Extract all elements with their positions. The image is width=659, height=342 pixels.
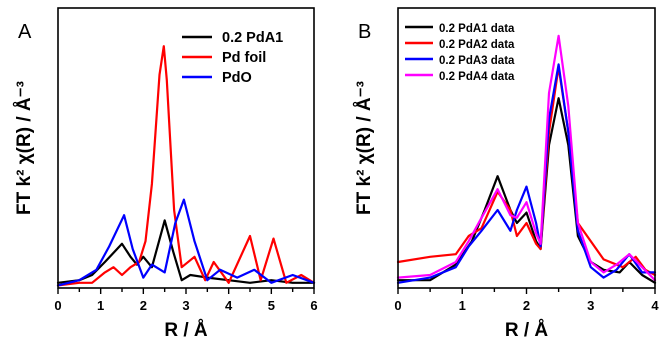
legend-label-2: Pd foil	[222, 50, 266, 66]
legend-label-4: 0.2 PdA4 data	[439, 71, 515, 83]
x-tick-label: 0	[54, 298, 61, 313]
x-tick-label: 1	[97, 298, 104, 313]
x-tick-label: 6	[310, 298, 317, 313]
panel-a: A FT k² χ(R) / Å⁻³ R / Å 0 1 2 3 4 5 6 0.2 PdA1 Pd …	[14, 7, 318, 341]
panel-letter-a: A	[18, 21, 32, 43]
x-axis-title: R / Å	[505, 320, 549, 341]
x-tick-label: 2	[523, 298, 530, 313]
y-axis-title: FT k² χ(R) / Å⁻³	[14, 81, 35, 215]
y-axis-title: FT k² χ(R) / Å⁻³	[354, 81, 375, 215]
x-tick-label: 0	[394, 298, 401, 313]
x-tick-label: 1	[459, 298, 466, 313]
series-line-3	[396, 63, 657, 284]
x-tick-label: 3	[182, 298, 189, 313]
legend: 0.2 PdA1 Pd foil PdO	[182, 30, 283, 86]
legend-label-1: 0.2 PdA1 data	[439, 23, 515, 35]
series-line-2	[396, 65, 657, 277]
panel-letter-b: B	[358, 21, 371, 43]
x-tick-label: 2	[140, 298, 147, 313]
series-line-4	[396, 34, 657, 282]
x-tick-label: 3	[587, 298, 594, 313]
legend: 0.2 PdA1 data 0.2 PdA2 data 0.2 PdA3 data 0…	[405, 23, 515, 83]
series-line-1	[56, 219, 316, 284]
x-tick-label: 4	[651, 298, 659, 313]
panel-b: B FT k² χ(R) / Å⁻³ R / Å 0 1 2 3 4 0.2 PdA1 data…	[354, 7, 659, 341]
plot-frame	[397, 7, 656, 289]
legend-label-1: 0.2 PdA1	[222, 30, 283, 46]
legend-label-3: 0.2 PdA3 data	[439, 55, 515, 67]
series-line-2	[56, 45, 316, 287]
legend-label-2: 0.2 PdA2 data	[439, 39, 515, 51]
x-axis-title: R / Å	[164, 320, 208, 341]
x-tick-label: 4	[225, 298, 233, 313]
legend-label-3: PdO	[222, 70, 252, 86]
x-tick-label: 5	[268, 298, 275, 313]
series-line-3	[56, 198, 316, 287]
